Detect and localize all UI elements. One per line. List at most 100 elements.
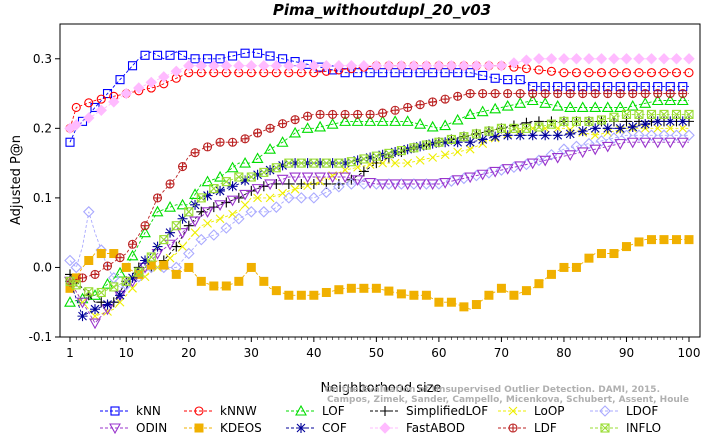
data-point xyxy=(439,119,452,131)
data-point xyxy=(390,158,400,168)
data-point xyxy=(120,87,132,100)
data-point xyxy=(589,101,602,113)
data-point xyxy=(208,229,220,241)
data-point xyxy=(415,155,425,165)
data-point xyxy=(176,228,189,239)
legend-label: LoOP xyxy=(534,404,565,418)
data-point xyxy=(684,235,694,245)
data-point xyxy=(420,178,433,190)
data-point xyxy=(464,172,477,184)
data-point xyxy=(64,296,76,307)
data-point xyxy=(584,68,594,78)
data-point xyxy=(283,178,294,189)
data-point xyxy=(283,60,295,72)
data-point xyxy=(152,193,163,203)
data-point xyxy=(353,109,363,119)
data-point xyxy=(296,178,307,189)
data-point xyxy=(240,200,250,210)
data-point xyxy=(484,126,494,136)
data-point xyxy=(559,262,569,272)
data-point xyxy=(102,261,113,271)
data-point xyxy=(159,260,169,270)
data-point xyxy=(628,89,638,99)
data-point xyxy=(278,54,288,64)
data-point xyxy=(164,239,176,251)
data-point xyxy=(115,297,125,307)
data-point xyxy=(683,53,695,65)
data-point xyxy=(401,179,414,191)
data-point xyxy=(583,53,595,65)
data-point xyxy=(140,221,150,231)
data-point xyxy=(326,118,339,129)
x-tick-label: 50 xyxy=(369,346,384,360)
data-point xyxy=(633,53,645,65)
data-point xyxy=(609,68,619,78)
data-point xyxy=(276,136,289,147)
series-knn xyxy=(65,48,689,147)
data-point xyxy=(440,150,450,160)
data-point xyxy=(126,249,139,261)
data-point xyxy=(609,112,619,122)
data-point xyxy=(664,94,677,106)
data-point xyxy=(626,99,639,111)
data-point xyxy=(140,50,150,60)
data-point xyxy=(490,89,500,99)
data-point xyxy=(177,50,188,60)
data-point xyxy=(233,212,245,225)
data-point xyxy=(658,129,670,142)
data-point xyxy=(195,233,208,246)
series-ldf xyxy=(65,89,689,286)
data-point xyxy=(84,287,94,297)
data-point xyxy=(614,139,627,150)
data-point xyxy=(196,193,206,203)
data-point xyxy=(646,235,656,245)
data-point xyxy=(428,68,438,78)
data-point xyxy=(215,214,225,224)
data-point xyxy=(115,253,125,263)
data-point xyxy=(90,304,101,315)
plot-frame xyxy=(59,23,701,338)
data-point xyxy=(203,142,213,152)
data-point xyxy=(453,147,463,157)
data-point xyxy=(445,60,458,72)
data-point xyxy=(114,266,126,278)
data-point xyxy=(339,115,352,126)
y-tick-label: 0.1 xyxy=(33,191,52,205)
watermark-line-1: Campos, Zimek, Sander, Campello, Micenko… xyxy=(327,395,689,405)
x-axis-label: Neighborhood size xyxy=(321,381,442,396)
series-odin xyxy=(64,137,689,330)
data-point xyxy=(340,158,351,169)
data-point xyxy=(509,123,519,133)
data-point xyxy=(190,148,200,158)
y-tick-label: -0.1 xyxy=(29,330,52,344)
data-point xyxy=(483,167,495,179)
data-point xyxy=(158,71,170,83)
series-layer xyxy=(64,48,695,330)
legend-item-fastabod: FastABOD xyxy=(370,421,465,434)
data-point xyxy=(65,137,75,147)
data-point xyxy=(670,129,683,142)
data-point xyxy=(608,132,620,144)
data-point xyxy=(640,89,650,99)
data-point xyxy=(651,137,664,149)
data-point xyxy=(451,113,464,125)
data-point xyxy=(145,76,157,89)
data-point xyxy=(414,118,427,129)
data-point xyxy=(395,178,408,190)
data-point xyxy=(209,184,219,194)
data-point xyxy=(678,89,688,99)
data-point xyxy=(195,60,208,72)
data-point xyxy=(539,97,552,108)
data-point xyxy=(328,109,338,119)
data-point xyxy=(351,175,364,186)
data-point xyxy=(439,178,452,189)
data-point xyxy=(89,318,101,330)
data-point xyxy=(83,112,95,124)
data-point xyxy=(409,290,419,300)
data-point xyxy=(240,175,251,186)
data-point xyxy=(534,279,544,289)
data-point xyxy=(214,200,226,211)
data-point xyxy=(571,262,581,272)
data-point xyxy=(221,197,232,208)
data-point xyxy=(190,228,200,238)
